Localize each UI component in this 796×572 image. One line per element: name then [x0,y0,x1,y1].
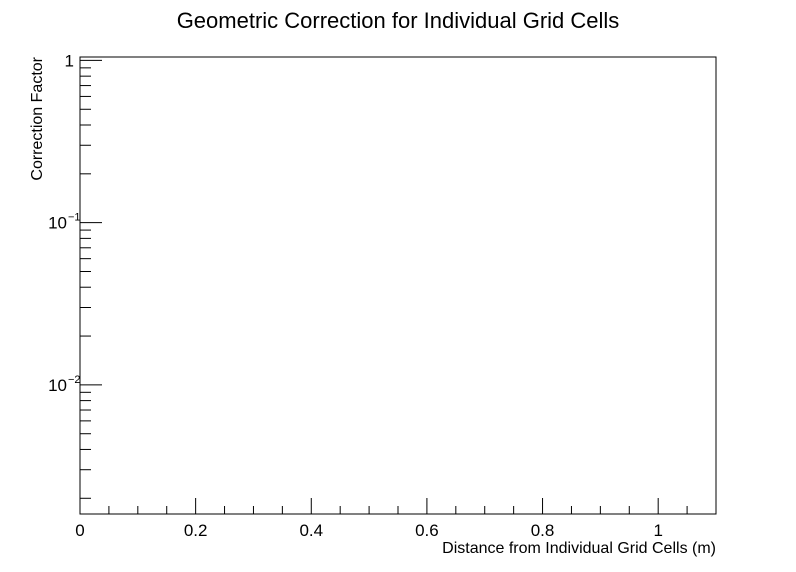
y-tick-label: 10 [48,376,67,395]
y-axis-label: Correction Factor [29,56,46,180]
y-tick-exponent: −1 [68,212,81,224]
y-tick-label: 10 [48,214,67,233]
y-tick-exponent: −2 [68,374,81,386]
plot-frame [79,56,717,515]
x-tick-label: 1 [653,521,662,540]
x-tick-label: 0 [75,521,84,540]
x-axis-label: Distance from Individual Grid Cells (m) [442,540,716,557]
x-tick-labels: 0 0.2 0.4 0.6 0.8 1 [75,521,663,540]
x-tick-label: 0.4 [299,521,323,540]
x-tick-label: 0.6 [415,521,439,540]
x-tick-label: 0.8 [531,521,555,540]
y-tick-labels: 110−110−2 [48,51,80,394]
chart-title: Geometric Correction for Individual Grid… [177,8,620,33]
x-axis [79,498,717,514]
y-axis [80,59,102,499]
x-tick-label: 0.2 [184,521,208,540]
y-tick-label: 1 [65,51,74,70]
